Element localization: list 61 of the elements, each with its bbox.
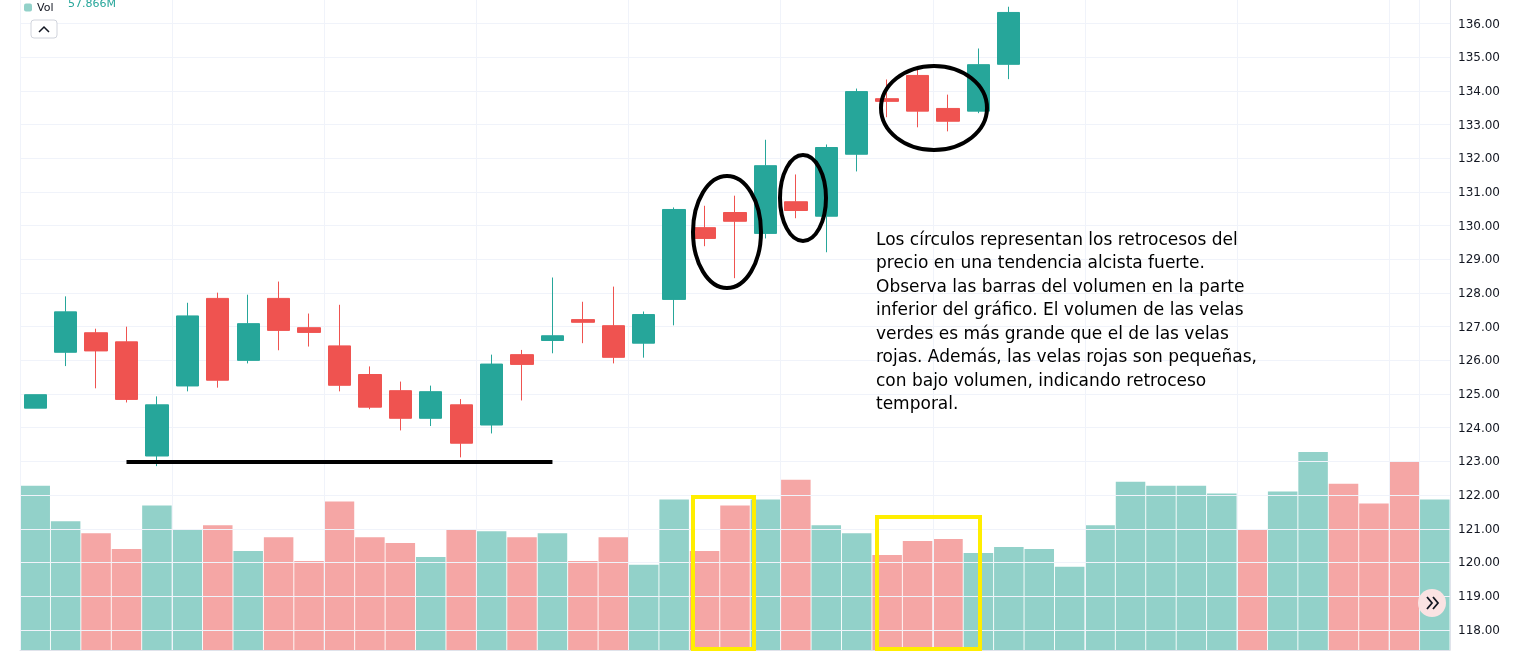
candlestick — [450, 398, 473, 458]
candlestick — [662, 206, 686, 326]
y-tick-label: 132.00 — [1458, 151, 1500, 166]
y-tick-label: 123.00 — [1458, 454, 1500, 469]
candlestick — [115, 326, 138, 403]
y-tick-label: 133.00 — [1458, 117, 1500, 132]
y-tick-label: 127.00 — [1458, 319, 1500, 334]
candlestick — [24, 394, 47, 409]
y-tick-label: 121.00 — [1458, 521, 1500, 536]
candlestick — [358, 365, 382, 410]
bar — [203, 525, 233, 650]
candlestick — [84, 328, 108, 389]
candlestick — [602, 286, 625, 364]
candlestick — [328, 304, 351, 392]
candlestick — [906, 68, 929, 128]
annotation: Los círculos representan los retrocesos del precio en una tendencia alcista fuerte. Observa las barras del volumen en la parte inferior del gráfico. El volumen de las velas verdes es más grande que el de las velas rojas. Además, las velas rojas son pequeñas, con bajo volumen, indicando retroceso temporal. — [876, 228, 1258, 416]
bar — [1237, 529, 1267, 650]
y-tick-label: 129.00 — [1458, 252, 1500, 267]
candlestick — [389, 381, 412, 431]
candlestick — [571, 301, 595, 344]
y-tick-label: 136.00 — [1458, 16, 1500, 31]
candlestick — [54, 295, 77, 367]
bar — [415, 556, 446, 650]
y-tick-label: 130.00 — [1458, 218, 1500, 233]
y-tick-label: 122.00 — [1458, 488, 1500, 503]
y-tick-label: 125.00 — [1458, 387, 1500, 402]
y-tick-label: 128.00 — [1458, 286, 1500, 301]
candlestick — [997, 6, 1020, 80]
candlestick — [632, 311, 655, 359]
candlestick — [541, 277, 564, 354]
y-tick-label: 131.00 — [1458, 184, 1500, 199]
candlestick — [480, 354, 503, 434]
y-tick-label: 118.00 — [1458, 622, 1500, 637]
candlestick — [237, 294, 260, 364]
candlestick — [206, 292, 229, 389]
y-tick-label: 119.00 — [1458, 589, 1500, 604]
candlestick — [936, 94, 960, 132]
y-tick-label: 124.00 — [1458, 420, 1500, 435]
y-tick-label: 134.00 — [1458, 83, 1500, 98]
candlestick — [145, 395, 169, 467]
bar — [933, 539, 963, 650]
candlestick — [723, 195, 747, 279]
candlestick — [176, 302, 199, 392]
candlestick — [784, 173, 808, 219]
candlestick — [267, 281, 290, 351]
candlestick — [297, 313, 321, 348]
bar — [781, 479, 811, 650]
bar — [537, 533, 568, 650]
bar — [476, 531, 507, 650]
legend-label: Vol — [37, 1, 54, 14]
y-tick-label: 126.00 — [1458, 353, 1500, 368]
y-tick-label: 120.00 — [1458, 555, 1500, 570]
candlestick — [754, 139, 777, 239]
candlestick — [419, 385, 442, 427]
bar — [507, 537, 537, 650]
candlestick — [845, 88, 868, 172]
bar — [233, 551, 263, 650]
candlestick — [510, 349, 534, 401]
y-tick-label: 135.00 — [1458, 50, 1500, 65]
candlestick — [693, 205, 716, 247]
bar — [446, 529, 476, 650]
